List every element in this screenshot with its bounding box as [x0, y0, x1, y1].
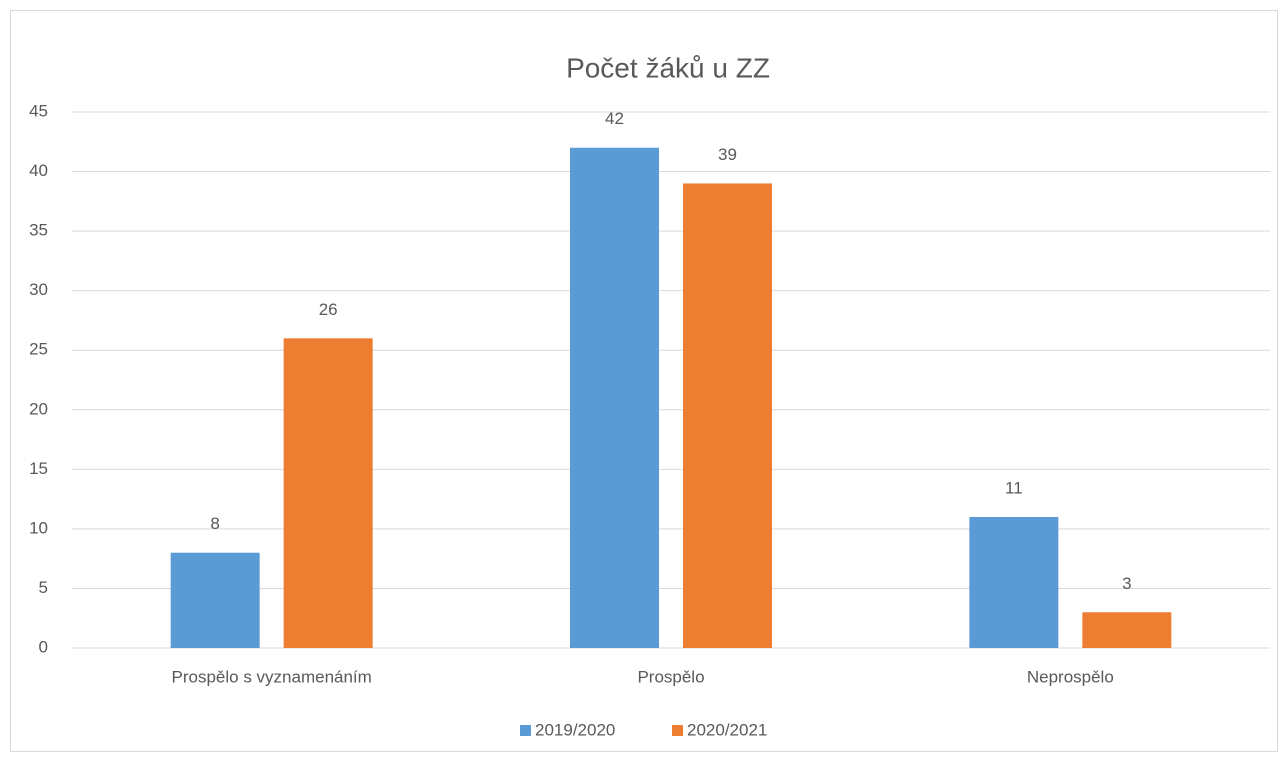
y-tick-label: 35: [29, 221, 48, 240]
chart-title: Počet žáků u ZZ: [566, 52, 770, 83]
y-tick-label: 20: [29, 399, 48, 418]
x-tick-label: Neprospělo: [1027, 667, 1114, 686]
bar: [283, 338, 373, 648]
bar: [570, 147, 659, 648]
value-label: 26: [319, 300, 338, 319]
value-label: 42: [605, 109, 624, 128]
bar: [683, 183, 772, 648]
y-tick-label: 30: [29, 280, 48, 299]
x-tick-label: Prospělo s vyznamenáním: [172, 667, 372, 686]
legend-swatch: [520, 725, 531, 736]
value-label: 11: [1005, 478, 1023, 497]
bar: [170, 552, 260, 648]
y-tick-label: 5: [39, 578, 48, 597]
y-tick-label: 40: [29, 161, 48, 180]
bar: [1082, 612, 1172, 648]
legend-label: 2019/2020: [535, 720, 615, 739]
y-tick-label: 25: [29, 340, 48, 359]
value-label: 3: [1122, 574, 1131, 593]
value-label: 8: [210, 514, 219, 533]
value-label: 39: [718, 145, 737, 164]
y-tick-label: 15: [29, 459, 48, 478]
y-tick-label: 45: [29, 101, 48, 120]
legend-swatch: [672, 725, 683, 736]
y-tick-label: 10: [29, 518, 48, 537]
y-tick-label: 0: [39, 637, 48, 656]
legend-label: 2020/2021: [687, 720, 767, 739]
bar: [969, 516, 1059, 648]
x-tick-label: Prospělo: [637, 667, 704, 686]
